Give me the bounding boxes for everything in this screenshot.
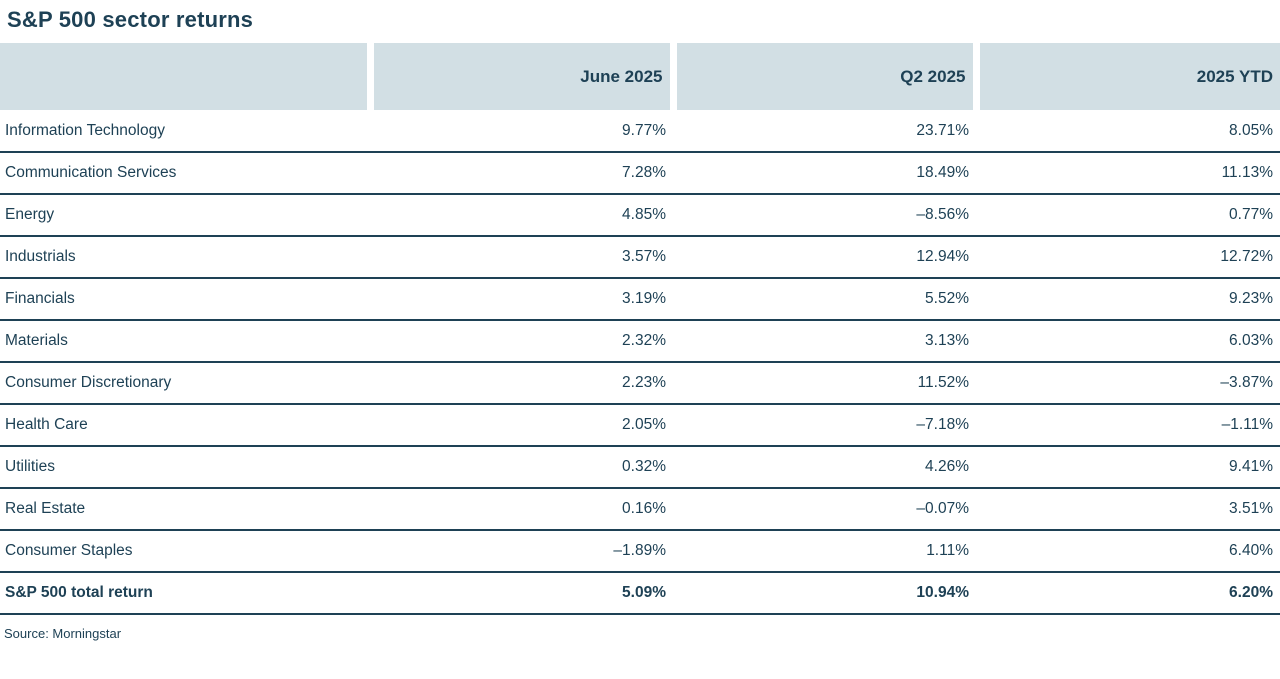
- sector-label: Communication Services: [0, 152, 370, 195]
- value-cell: –0.07%: [673, 488, 976, 531]
- value-cell: 8.05%: [976, 110, 1280, 153]
- sector-label: Real Estate: [0, 488, 370, 531]
- table-row: Consumer Discretionary 2.23% 11.52% –3.8…: [0, 362, 1280, 405]
- page-title: S&P 500 sector returns: [7, 7, 254, 32]
- table-row: Consumer Staples –1.89% 1.11% 6.40%: [0, 530, 1280, 573]
- value-cell: 3.57%: [370, 236, 673, 279]
- value-cell: 2.05%: [370, 404, 673, 447]
- value-cell: 4.26%: [673, 446, 976, 489]
- table-row: Materials 2.32% 3.13% 6.03%: [0, 320, 1280, 363]
- sector-label: Consumer Discretionary: [0, 362, 370, 405]
- value-cell: –1.11%: [976, 404, 1280, 447]
- column-header-q2-2025: Q2 2025: [669, 43, 976, 110]
- value-cell: 2.23%: [370, 362, 673, 405]
- column-header-june-2025: June 2025: [366, 43, 673, 110]
- value-cell: 10.94%: [673, 572, 976, 615]
- value-cell: 3.51%: [976, 488, 1280, 531]
- sector-label: Consumer Staples: [0, 530, 370, 573]
- table-body: Information Technology 9.77% 23.71% 8.05…: [0, 110, 1280, 615]
- value-cell: 7.28%: [370, 152, 673, 195]
- sector-label: Health Care: [0, 404, 370, 447]
- total-label: S&P 500 total return: [0, 572, 370, 615]
- value-cell: 23.71%: [673, 110, 976, 153]
- value-cell: 11.52%: [673, 362, 976, 405]
- value-cell: 9.41%: [976, 446, 1280, 489]
- sector-label: Energy: [0, 194, 370, 237]
- value-cell: 4.85%: [370, 194, 673, 237]
- sector-label: Materials: [0, 320, 370, 363]
- value-cell: 1.11%: [673, 530, 976, 573]
- value-cell: 18.49%: [673, 152, 976, 195]
- value-cell: 0.77%: [976, 194, 1280, 237]
- table-row: Industrials 3.57% 12.94% 12.72%: [0, 236, 1280, 279]
- value-cell: –1.89%: [370, 530, 673, 573]
- table-row: Energy 4.85% –8.56% 0.77%: [0, 194, 1280, 237]
- table-row: Health Care 2.05% –7.18% –1.11%: [0, 404, 1280, 447]
- sector-label: Financials: [0, 278, 370, 321]
- value-cell: 2.32%: [370, 320, 673, 363]
- column-header-2025-ytd: 2025 YTD: [972, 43, 1280, 110]
- value-cell: –7.18%: [673, 404, 976, 447]
- table-row: Utilities 0.32% 4.26% 9.41%: [0, 446, 1280, 489]
- value-cell: 5.52%: [673, 278, 976, 321]
- sector-label: Information Technology: [0, 110, 370, 153]
- value-cell: 0.16%: [370, 488, 673, 531]
- value-cell: 12.94%: [673, 236, 976, 279]
- table-row: Communication Services 7.28% 18.49% 11.1…: [0, 152, 1280, 195]
- total-row: S&P 500 total return 5.09% 10.94% 6.20%: [0, 572, 1280, 615]
- value-cell: 9.23%: [976, 278, 1280, 321]
- source-note: Source: Morningstar: [4, 626, 122, 641]
- table-row: Financials 3.19% 5.52% 9.23%: [0, 278, 1280, 321]
- value-cell: 11.13%: [976, 152, 1280, 195]
- table-header: June 2025 Q2 2025 2025 YTD: [0, 43, 1280, 110]
- value-cell: 9.77%: [370, 110, 673, 153]
- header-row: June 2025 Q2 2025 2025 YTD: [0, 43, 1280, 110]
- column-header-blank: [0, 43, 370, 110]
- value-cell: 0.32%: [370, 446, 673, 489]
- value-cell: 3.13%: [673, 320, 976, 363]
- value-cell: 3.19%: [370, 278, 673, 321]
- sector-returns-table: June 2025 Q2 2025 2025 YTD Information T…: [0, 43, 1280, 615]
- value-cell: 6.20%: [976, 572, 1280, 615]
- value-cell: 5.09%: [370, 572, 673, 615]
- value-cell: –3.87%: [976, 362, 1280, 405]
- table-row: Information Technology 9.77% 23.71% 8.05…: [0, 110, 1280, 153]
- value-cell: 12.72%: [976, 236, 1280, 279]
- value-cell: 6.40%: [976, 530, 1280, 573]
- sector-label: Industrials: [0, 236, 370, 279]
- value-cell: 6.03%: [976, 320, 1280, 363]
- sector-label: Utilities: [0, 446, 370, 489]
- table-row: Real Estate 0.16% –0.07% 3.51%: [0, 488, 1280, 531]
- value-cell: –8.56%: [673, 194, 976, 237]
